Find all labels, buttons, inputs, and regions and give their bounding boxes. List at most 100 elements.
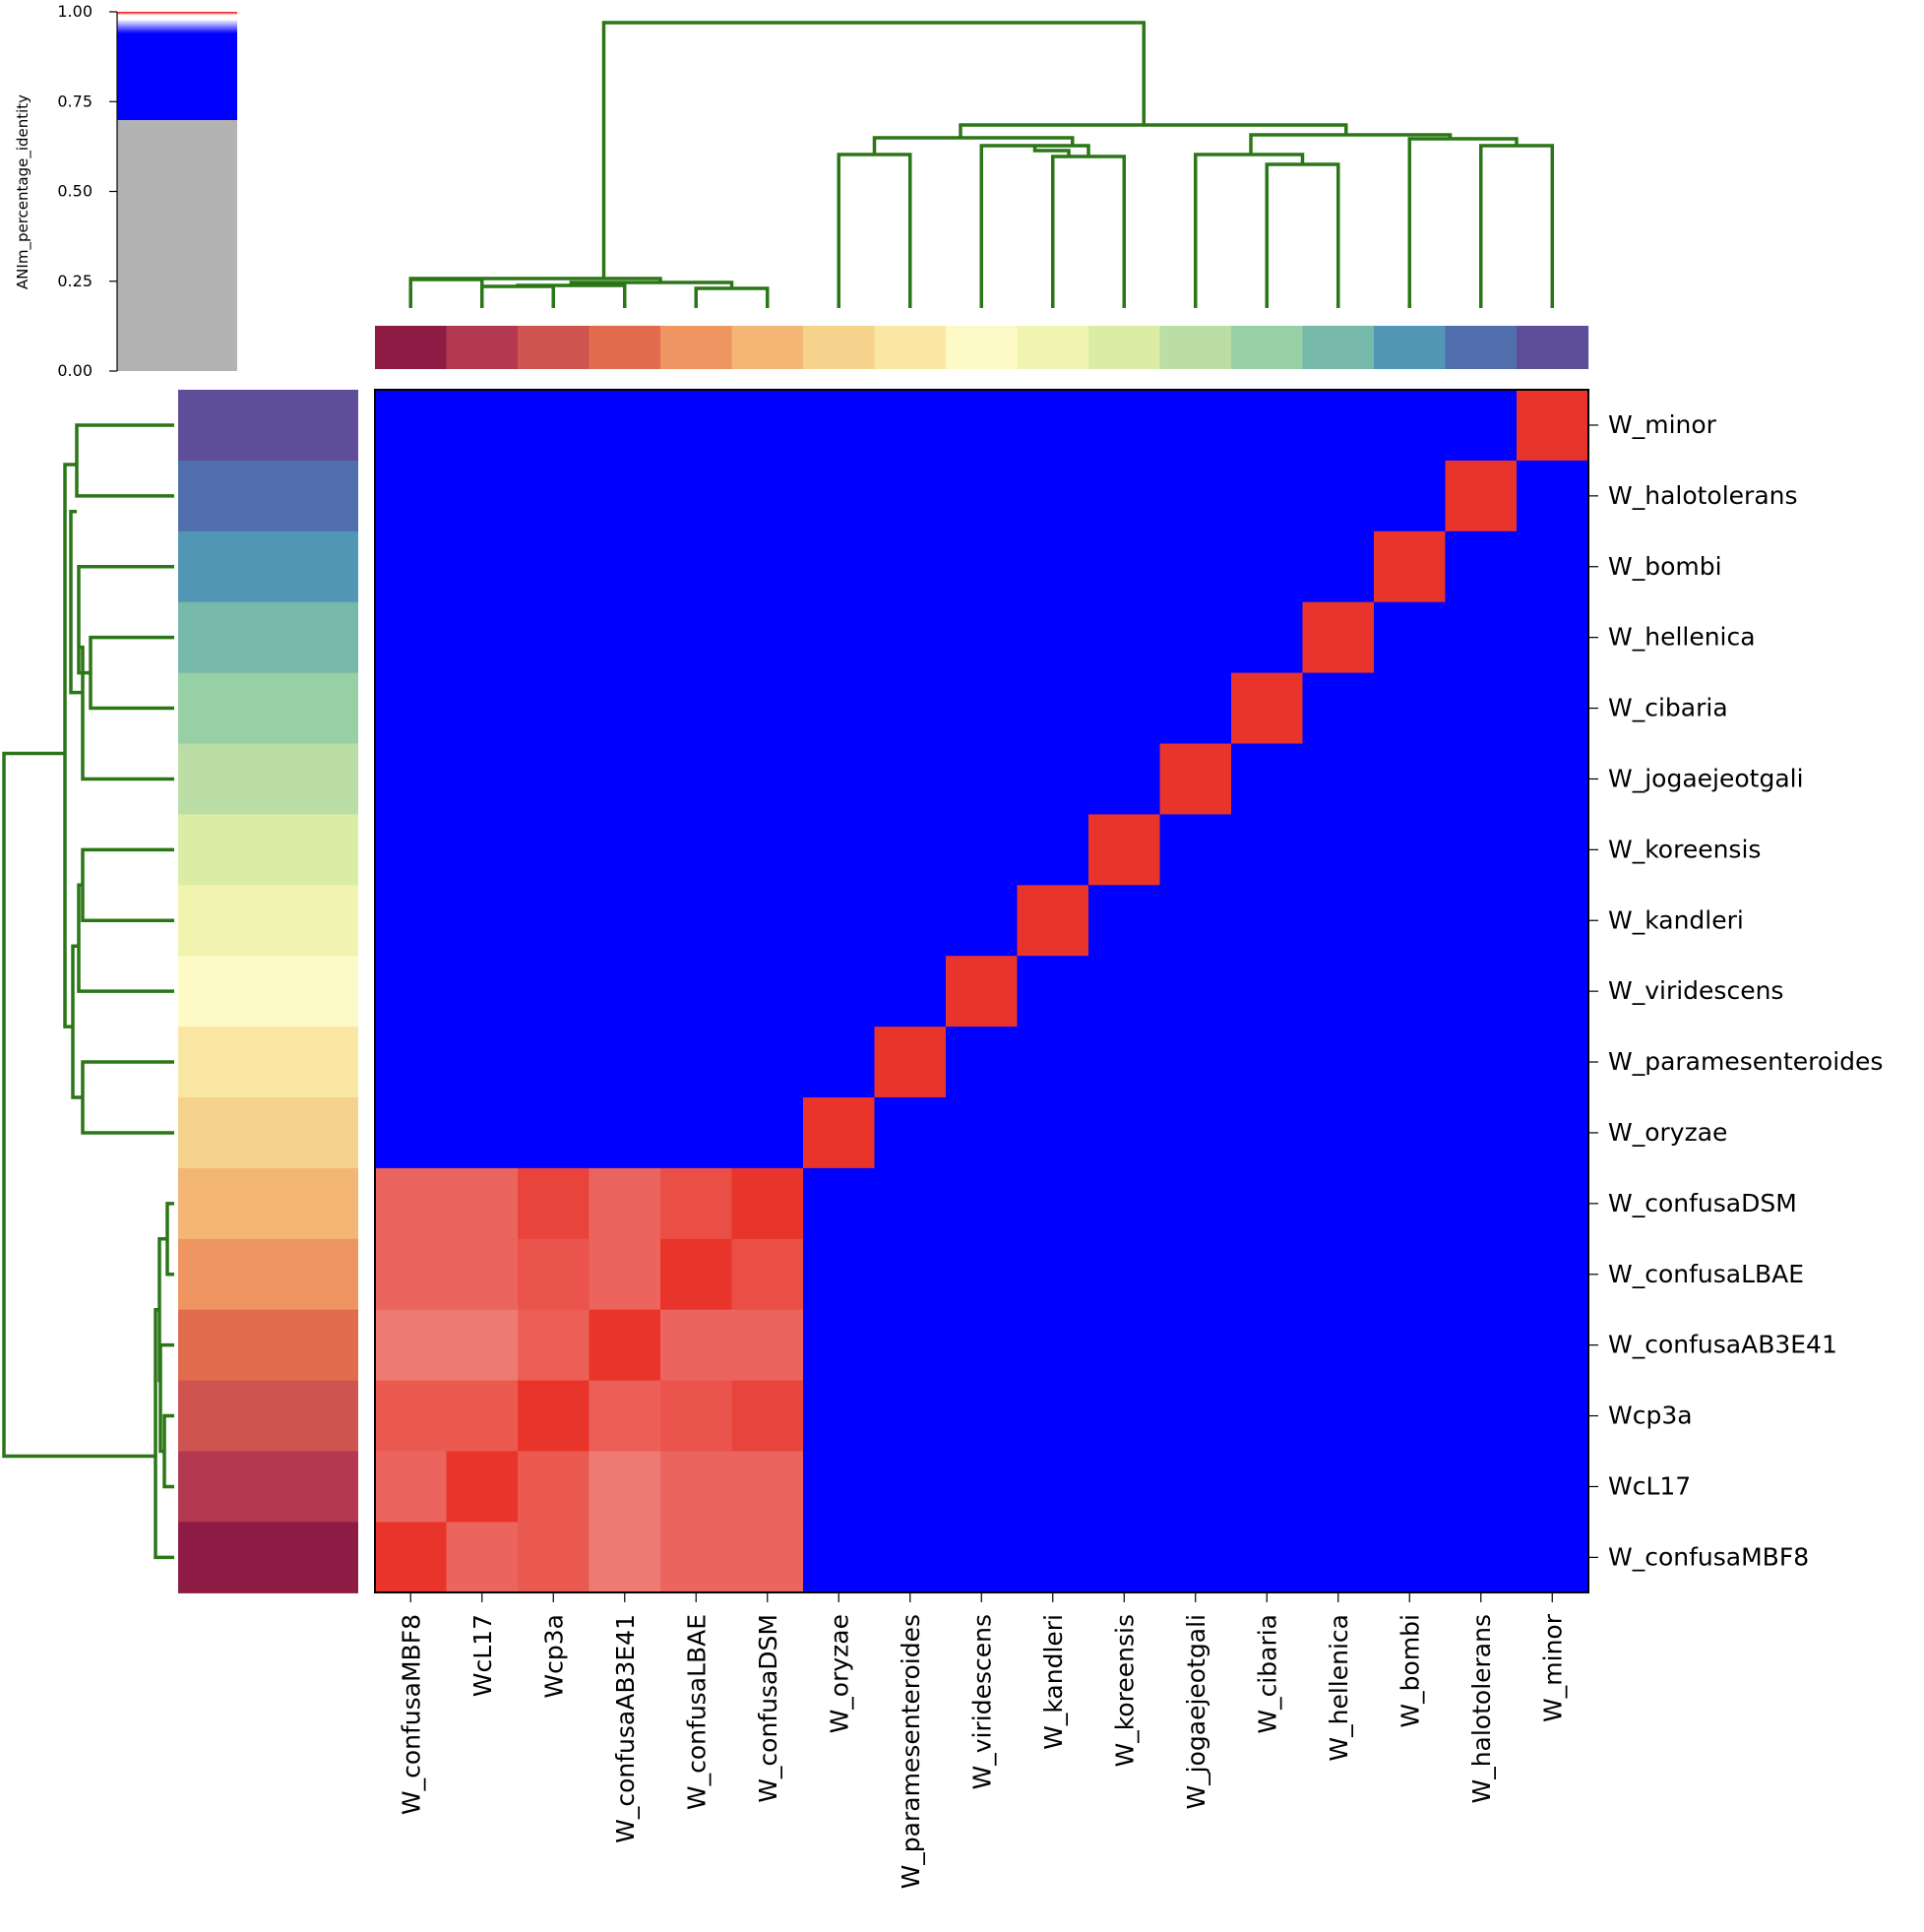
heatmap-cell [589, 1027, 661, 1098]
row-group-swatch [178, 1097, 358, 1169]
heatmap-cell [874, 1451, 947, 1523]
heatmap-cell [660, 956, 733, 1028]
heatmap-cell [518, 1167, 590, 1240]
heatmap-cell [1159, 1522, 1232, 1593]
heatmap-cell [1517, 460, 1589, 532]
heatmap-cell [1374, 814, 1447, 886]
column-label: W_confusaDSM [754, 1614, 782, 1803]
heatmap-cell [1445, 956, 1518, 1028]
heatmap-cell [589, 530, 661, 603]
heatmap-cell [731, 1309, 804, 1382]
heatmap-cell [1445, 1309, 1518, 1382]
dendrogram-link [71, 944, 83, 1099]
dendrogram-link [158, 1342, 174, 1454]
colorbar-tick-label: 0.00 [57, 361, 93, 380]
heatmap-cell [1159, 601, 1232, 674]
heatmap-cell [874, 530, 947, 603]
heatmap-cell [1159, 1309, 1232, 1382]
dendrogram-link [63, 463, 77, 1028]
heatmap-cell [518, 885, 590, 957]
heatmap-cell [946, 956, 1019, 1028]
dendrogram-link [1051, 155, 1126, 308]
row-group-swatch [178, 956, 358, 1028]
dendrogram-link [1194, 153, 1305, 308]
heatmap-cell [946, 601, 1019, 674]
dendrogram-link [79, 645, 174, 781]
heatmap-cell [1159, 1027, 1232, 1098]
heatmap-cell [946, 1027, 1019, 1098]
row-group-swatch [178, 1167, 358, 1240]
heatmap-cell [446, 1027, 519, 1098]
column-label: W_bombi [1396, 1614, 1424, 1728]
heatmap-cell [803, 1451, 876, 1523]
heatmap-cell [518, 1522, 590, 1593]
heatmap-cell [1017, 460, 1089, 532]
heatmap-cell [1517, 1167, 1589, 1240]
dendrogram-link [2, 751, 155, 1459]
dendrogram-link [77, 565, 174, 675]
heatmap-cell [874, 1097, 947, 1169]
heatmap-cell [1088, 390, 1161, 462]
heatmap-cell [660, 1522, 733, 1593]
heatmap-cell [375, 814, 448, 886]
heatmap-cell [1088, 672, 1161, 745]
heatmap-cell [375, 672, 448, 745]
heatmap-cell [375, 1097, 448, 1169]
dendrogram-link [81, 1060, 174, 1135]
heatmap-cell [1159, 390, 1232, 462]
colorbar-low-band [117, 120, 237, 371]
heatmap-cell [518, 1097, 590, 1169]
column-labels: W_confusaMBF8 WcL17 Wcp3a W_confusaAB3E41 W_… [397, 1592, 1567, 1889]
heatmap-cell [946, 1451, 1019, 1523]
heatmap-cell [589, 1167, 661, 1240]
heatmap-cell [731, 1238, 804, 1311]
row-group-swatch [178, 1027, 358, 1098]
heatmap-cell [946, 390, 1019, 462]
heatmap-cell [1159, 956, 1232, 1028]
dendrogram-link [154, 1307, 174, 1560]
heatmap-cell [1231, 814, 1304, 886]
heatmap-cell [1517, 1238, 1589, 1311]
dendrogram-link [408, 278, 484, 308]
heatmap-cell [1445, 530, 1518, 603]
heatmap-cell [731, 530, 804, 603]
heatmap-cell [1374, 1309, 1447, 1382]
colorbar-tick-label: 0.75 [57, 92, 93, 110]
heatmap-cell [731, 390, 804, 462]
heatmap-cell [660, 1309, 733, 1382]
heatmap-cell [1088, 814, 1161, 886]
heatmap-cell [1159, 1238, 1232, 1311]
column-group-swatch [946, 326, 1019, 369]
heatmap-cell [1088, 601, 1161, 674]
heatmap-cell [1445, 814, 1518, 886]
column-group-swatch [589, 326, 661, 369]
heatmap-cell [946, 460, 1019, 532]
dendrogram-link [81, 847, 174, 922]
heatmap-cell [375, 1522, 448, 1593]
dendrogram-link [69, 510, 83, 695]
heatmap-cell [1302, 885, 1375, 957]
heatmap-cell [1517, 601, 1589, 674]
heatmap-cell [803, 1238, 876, 1311]
heatmap-cell [660, 530, 733, 603]
heatmap-cell [1302, 672, 1375, 745]
row-label: W_confusaLBAE [1608, 1260, 1804, 1288]
heatmap-cell [803, 672, 876, 745]
heatmap-cell [446, 672, 519, 745]
heatmap-cell [1302, 1027, 1375, 1098]
column-label: W_minor [1538, 1613, 1567, 1722]
row-dendrogram [2, 423, 174, 1560]
heatmap-cell [1445, 672, 1518, 745]
row-group-swatch [178, 1451, 358, 1523]
heatmap-cell [1017, 530, 1089, 603]
heatmap-cell [375, 1309, 448, 1382]
heatmap-cell [1231, 743, 1304, 815]
heatmap-cell [803, 601, 876, 674]
heatmap-cell [1088, 1522, 1161, 1593]
heatmap-cell [1231, 885, 1304, 957]
row-label: W_viridescens [1608, 976, 1783, 1005]
column-label: W_confusaMBF8 [397, 1614, 425, 1815]
dendrogram-link [516, 283, 627, 308]
heatmap-cell [1231, 956, 1304, 1028]
heatmap-cell [1374, 1097, 1447, 1169]
